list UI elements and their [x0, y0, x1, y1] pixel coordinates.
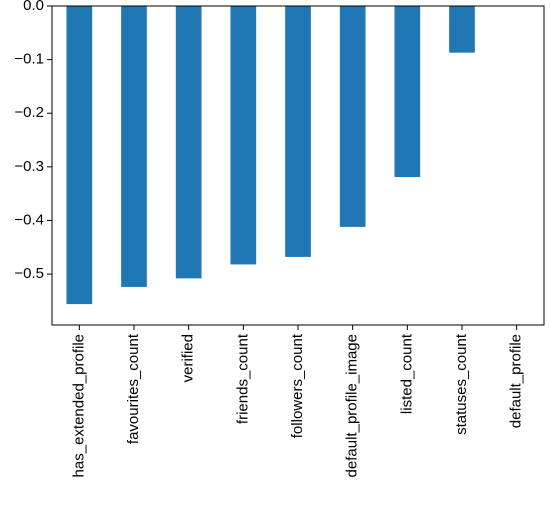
x-tick-label: friends_count — [234, 333, 251, 424]
bar-favourites-count — [121, 6, 147, 287]
bars-group — [66, 6, 475, 305]
bar-verified — [175, 6, 202, 279]
x-tick-label: default_profile_image — [344, 334, 361, 477]
x-tick-label: statuses_count — [453, 333, 470, 435]
y-tick-label: 0.0 — [23, 0, 44, 14]
bar-default-profile-image — [339, 6, 366, 227]
bar-listed-count — [394, 6, 421, 178]
bar-statuses-count — [449, 6, 475, 53]
x-tick-label: verified — [180, 334, 197, 382]
x-tick-label: followers_count — [289, 333, 306, 438]
bar-friends-count — [230, 6, 257, 265]
x-tick-label: listed_count — [398, 333, 415, 414]
y-axis-ticks: 0.0 −0.1 −0.2 −0.3 −0.4 −0.5 — [14, 0, 52, 282]
y-tick-label: −0.5 — [14, 265, 44, 282]
bar-has-extended-profile — [66, 6, 93, 305]
y-tick-label: −0.1 — [14, 51, 44, 68]
y-tick-label: −0.2 — [14, 104, 44, 121]
x-tick-label: default_profile — [508, 334, 525, 428]
bar-followers-count — [285, 6, 311, 257]
x-tick-label: has_extended_profile — [70, 334, 87, 477]
x-tick-label: favourites_count — [125, 333, 142, 444]
x-axis-ticks: has_extended_profile favourites_count veri… — [70, 325, 525, 477]
y-tick-label: −0.4 — [14, 211, 44, 228]
y-tick-label: −0.3 — [14, 158, 44, 175]
plot-frame — [51, 5, 545, 326]
